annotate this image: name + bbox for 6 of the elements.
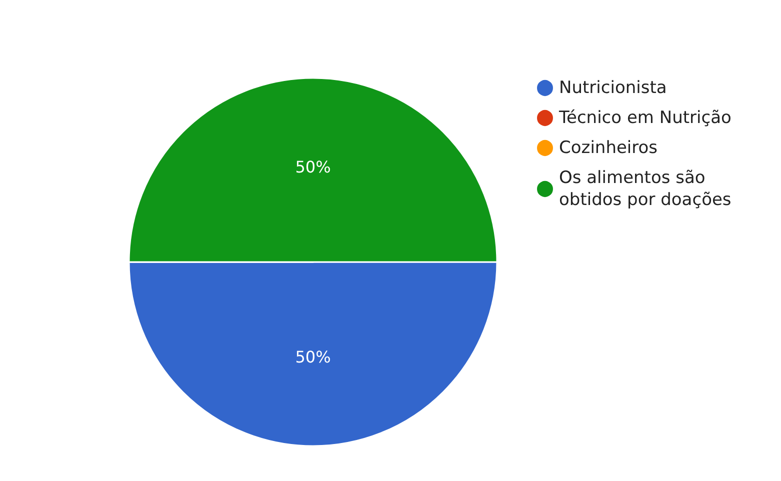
legend-label: Técnico em Nutrição <box>558 108 732 128</box>
data-label: 50% <box>295 348 331 366</box>
data-label: 50% <box>295 158 331 176</box>
legend-label: Cozinheiros <box>559 138 658 158</box>
legend-label: Nutricionista <box>559 78 667 98</box>
legend-label: Os alimentos são obtidos por doações <box>559 168 732 210</box>
